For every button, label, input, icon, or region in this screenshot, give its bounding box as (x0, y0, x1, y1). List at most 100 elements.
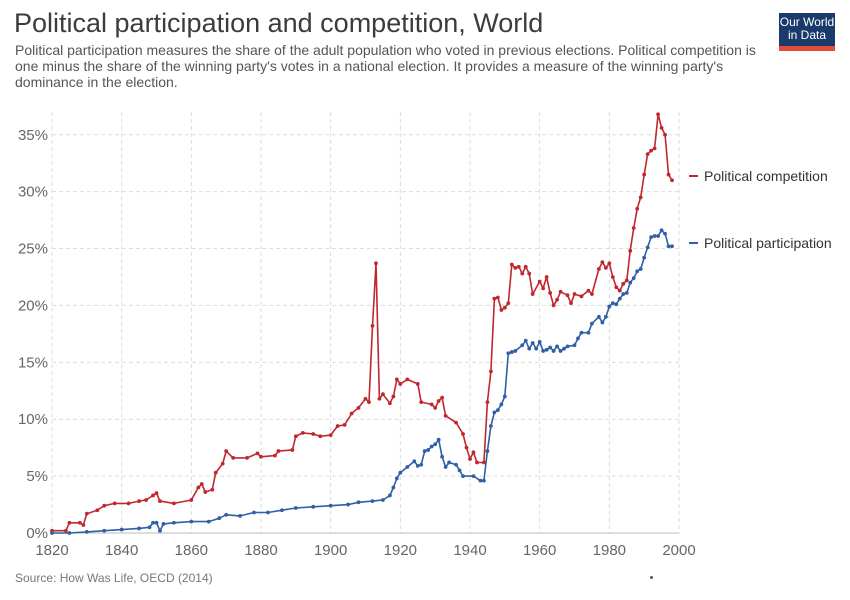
data-point (172, 520, 176, 525)
data-point (276, 449, 281, 453)
data-point (614, 302, 619, 307)
data-point (224, 449, 229, 453)
y-tick-label: 35% (18, 127, 48, 144)
data-point (471, 450, 476, 455)
x-tick-label: 1980 (593, 542, 626, 559)
data-point (489, 369, 493, 374)
data-point (356, 405, 361, 410)
data-point (154, 520, 159, 525)
data-point (443, 465, 448, 469)
data-point (415, 463, 420, 468)
data-point (624, 278, 629, 283)
x-tick-label: 1880 (244, 542, 277, 559)
data-point (527, 271, 532, 276)
data-point (631, 276, 636, 281)
data-point (635, 206, 640, 211)
data-point (447, 460, 451, 465)
data-point (67, 531, 72, 535)
data-point (328, 433, 333, 438)
y-tick-label: 25% (18, 241, 48, 258)
y-tick-label: 10% (18, 411, 48, 428)
data-point (67, 520, 72, 525)
data-point (489, 424, 493, 428)
data-point (530, 341, 535, 345)
data-point (255, 451, 260, 456)
data-point (617, 288, 622, 293)
data-point (245, 456, 249, 460)
data-point (119, 527, 124, 532)
data-point (405, 465, 410, 469)
data-point (551, 349, 556, 353)
data-point (509, 262, 514, 267)
data-point (596, 314, 601, 319)
data-point (440, 454, 445, 459)
data-point (666, 172, 671, 177)
data-point (189, 498, 194, 502)
data-point (81, 523, 86, 527)
data-point (220, 461, 225, 466)
x-tick-label: 1820 (35, 542, 68, 559)
x-tick-label: 1940 (453, 542, 486, 559)
data-point (363, 396, 368, 401)
data-point (454, 420, 458, 425)
data-point (464, 445, 469, 450)
data-point (102, 528, 107, 533)
data-point (147, 525, 152, 530)
data-point (495, 408, 500, 413)
data-point (666, 244, 671, 249)
source-note[interactable]: Source: How Was Life, OECD (2014) (15, 571, 213, 585)
data-point (624, 291, 629, 295)
data-point (77, 520, 82, 525)
x-tick-label: 2000 (662, 542, 695, 559)
data-point (64, 528, 68, 533)
data-point (610, 301, 615, 306)
data-point (663, 231, 667, 236)
data-point (346, 502, 350, 507)
data-point (635, 269, 640, 274)
data-point (429, 444, 434, 449)
owid-logo[interactable]: Our World in Data (779, 13, 835, 51)
data-point (565, 293, 570, 298)
data-point (544, 347, 549, 352)
data-point (84, 529, 89, 534)
data-point (374, 261, 378, 266)
data-point (617, 296, 622, 301)
data-point (349, 411, 354, 416)
data-point (471, 474, 476, 479)
data-point (311, 504, 316, 509)
data-point (391, 394, 396, 399)
data-point (541, 349, 546, 353)
y-tick-label: 30% (18, 184, 48, 201)
data-point (457, 468, 462, 473)
data-point (412, 459, 417, 464)
data-point (506, 351, 511, 356)
x-tick-label: 1900 (314, 542, 347, 559)
data-point (656, 112, 660, 117)
data-point (394, 476, 399, 481)
data-point (189, 519, 194, 524)
data-point (461, 432, 465, 436)
data-point (513, 349, 518, 353)
data-point (137, 499, 141, 504)
data-point (659, 228, 664, 233)
data-point (273, 453, 277, 458)
data-point (586, 288, 591, 293)
data-point (161, 521, 166, 526)
data-point (530, 292, 535, 296)
data-point (436, 437, 441, 442)
gridlines (51, 112, 680, 534)
data-point (335, 424, 340, 428)
data-point (367, 400, 371, 405)
data-point (579, 330, 584, 335)
data-point (534, 346, 539, 351)
data-point (370, 499, 375, 504)
data-point (509, 350, 514, 354)
data-point (558, 289, 563, 294)
data-point (252, 510, 256, 515)
data-point (649, 235, 654, 240)
data-point (461, 474, 465, 479)
data-point (590, 321, 594, 326)
data-point (311, 432, 316, 436)
y-tick-label: 5% (26, 468, 48, 485)
